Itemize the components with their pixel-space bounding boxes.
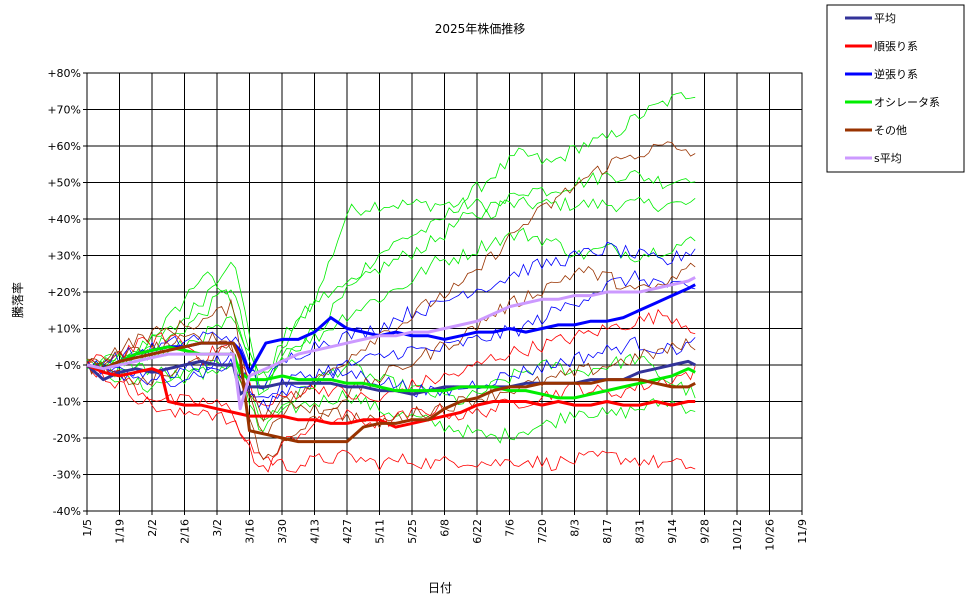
series-line [86,345,696,400]
x-tick-label: 9/28 [699,519,712,544]
y-tick-label: +30% [47,250,81,263]
x-tick-label: 4/13 [309,519,322,544]
individual-stock-line [86,262,696,461]
x-axis-label: 日付 [428,581,452,595]
y-tick-label: +20% [47,286,81,299]
x-tick-label: 7/6 [504,519,517,537]
y-tick-label: +10% [47,323,81,336]
series-line [86,341,696,444]
y-tick-label: +80% [47,67,81,80]
x-tick-label: 5/25 [406,519,419,544]
x-tick-label: 10/26 [764,519,777,551]
y-tick-label: +0% [54,359,81,372]
series-line [85,359,696,396]
x-tick-label: 11/9 [796,519,809,544]
legend-label: s平均 [874,152,902,165]
y-tick-label: -10% [53,396,81,409]
legend-label: 平均 [874,12,896,25]
x-tick-label: 2/16 [179,519,192,544]
x-tick-label: 4/27 [341,519,354,544]
x-tick-label: 3/30 [276,519,289,544]
x-tick-label: 8/3 [569,519,582,537]
x-tick-label: 7/20 [536,519,549,544]
individual-stock-line [86,362,696,473]
x-tick-label: 2/2 [146,519,159,537]
individual-stock-line [86,92,696,376]
x-tick-label: 8/31 [634,519,647,544]
x-tick-label: 1/5 [81,519,94,537]
x-tick-label: 6/8 [439,519,452,537]
individual-stock-line [86,227,696,381]
y-tick-label: +70% [47,104,81,117]
x-tick-label: 9/14 [666,519,679,544]
y-tick-label: -20% [53,432,81,445]
x-tick-label: 1/19 [114,519,127,544]
legend-label: 逆張り系 [874,67,918,81]
legend-label: 順張り系 [874,40,918,53]
individual-stock-line [86,241,696,390]
y-tick-label: +50% [47,177,81,190]
individual-stock-line [86,196,696,396]
y-tick-label: -40% [53,505,81,518]
legend-label: オシレータ系 [874,96,940,109]
legend-label: その他 [874,124,907,137]
x-tick-label: 3/16 [244,519,257,544]
y-axis-ticks: +80% +70% +60% +50% +40% +30% +20% +10% +0% -10% -… [47,67,87,518]
x-tick-label: 5/11 [374,519,387,544]
series-line [86,276,696,411]
individual-stock-line [86,170,696,391]
y-tick-label: -30% [53,469,81,482]
chart-title: 2025年株価推移 [435,21,526,36]
x-tick-label: 8/17 [601,519,614,544]
y-tick-label: +40% [47,213,81,226]
individual-stock-line [86,359,696,444]
legend-box [826,4,965,173]
x-tick-label: 10/12 [731,519,744,551]
x-axis-ticks: 1/5 1/19 2/2 2/16 3/2 3/16 3/30 4/13 4/27 5/11 5/2… [81,511,809,551]
y-tick-label: +60% [47,140,81,153]
series-lines [85,276,696,444]
x-tick-label: 3/2 [211,519,224,537]
y-axis-label: 騰落率 [10,282,25,318]
individual-stock-line [86,336,696,412]
individual-stock-line [86,353,696,432]
x-tick-label: 6/22 [471,519,484,544]
